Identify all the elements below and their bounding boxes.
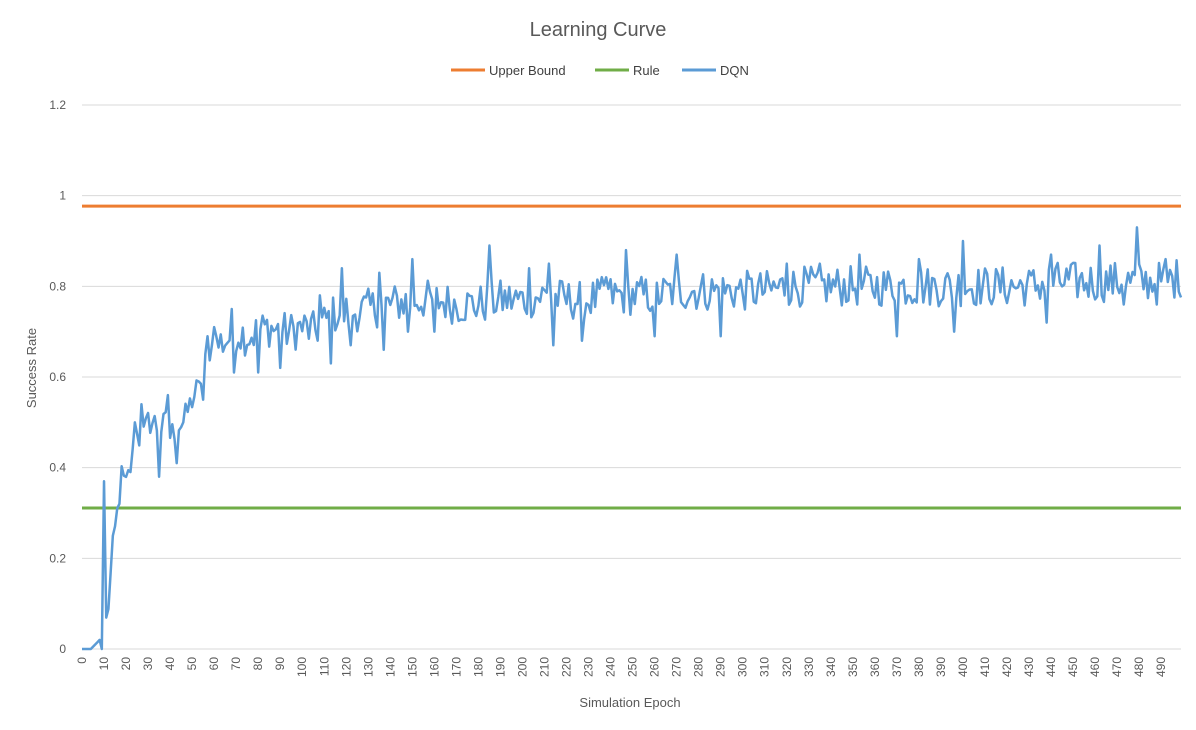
- x-tick-label: 460: [1088, 657, 1102, 677]
- x-tick-label: 390: [934, 657, 948, 677]
- x-tick-label: 400: [956, 657, 970, 677]
- x-tick-label: 370: [890, 657, 904, 677]
- x-tick-label: 450: [1066, 657, 1080, 677]
- x-tick-label: 490: [1154, 657, 1168, 677]
- x-tick-label: 180: [471, 657, 485, 677]
- x-tick-label: 310: [758, 657, 772, 677]
- x-tick-label: 290: [714, 657, 728, 677]
- x-tick-label: 340: [824, 657, 838, 677]
- x-tick-label: 110: [317, 657, 331, 676]
- x-tick-label: 0: [75, 657, 89, 664]
- y-tick-label: 0.8: [49, 279, 66, 293]
- x-tick-label: 160: [427, 657, 441, 677]
- y-axis-label: Success Rate: [24, 328, 39, 408]
- x-tick-label: 210: [538, 657, 552, 677]
- x-tick-label: 90: [273, 657, 287, 671]
- x-tick-label: 360: [868, 657, 882, 677]
- legend-label-upper-bound: Upper Bound: [489, 63, 566, 78]
- x-tick-label: 470: [1110, 657, 1124, 677]
- x-tick-label: 350: [846, 657, 860, 677]
- x-tick-label: 60: [207, 657, 221, 671]
- y-tick-label: 1: [59, 189, 66, 203]
- x-tick-label: 260: [648, 657, 662, 677]
- y-tick-label: 0.4: [49, 461, 66, 475]
- x-tick-label: 280: [692, 657, 706, 677]
- x-tick-label: 80: [251, 657, 265, 671]
- x-tick-label: 240: [604, 657, 618, 677]
- y-tick-label: 0.2: [49, 551, 66, 565]
- x-tick-label: 190: [493, 657, 507, 677]
- y-tick-label: 0.6: [49, 370, 66, 384]
- x-axis-ticks: 0 10 20 30 40 50 60 70 80 90 100 110 120 130 140 150 160…: [75, 657, 1168, 677]
- x-tick-label: 30: [141, 657, 155, 671]
- x-tick-label: 380: [912, 657, 926, 677]
- x-tick-label: 170: [449, 657, 463, 677]
- x-tick-label: 100: [295, 657, 309, 677]
- x-tick-label: 270: [670, 657, 684, 677]
- y-axis-ticks: 0 0.2 0.4 0.6 0.8 1 1.2: [49, 98, 66, 656]
- x-tick-label: 430: [1022, 657, 1036, 677]
- series-line-dqn: [82, 226, 1183, 651]
- x-tick-label: 300: [736, 657, 750, 677]
- y-tick-label: 1.2: [49, 98, 66, 112]
- legend: Upper Bound Rule DQN: [451, 63, 749, 78]
- x-tick-label: 70: [229, 657, 243, 671]
- x-tick-label: 220: [560, 657, 574, 677]
- x-tick-label: 150: [405, 657, 419, 677]
- legend-label-rule: Rule: [633, 63, 660, 78]
- x-tick-label: 10: [97, 657, 111, 671]
- plot-area: [82, 204, 1183, 651]
- x-tick-label: 410: [978, 657, 992, 677]
- x-tick-label: 200: [515, 657, 529, 677]
- x-tick-label: 50: [185, 657, 199, 671]
- x-tick-label: 440: [1044, 657, 1058, 677]
- x-axis-label: Simulation Epoch: [579, 695, 680, 710]
- gridlines: [82, 104, 1181, 650]
- x-tick-label: 330: [802, 657, 816, 677]
- chart-title: Learning Curve: [530, 19, 667, 41]
- x-tick-label: 480: [1132, 657, 1146, 677]
- x-tick-label: 250: [626, 657, 640, 677]
- x-tick-label: 20: [119, 657, 133, 671]
- x-tick-label: 420: [1000, 657, 1014, 677]
- x-tick-label: 320: [780, 657, 794, 677]
- x-tick-label: 140: [383, 657, 397, 677]
- x-tick-label: 130: [361, 657, 375, 677]
- x-tick-label: 120: [339, 657, 353, 677]
- legend-label-dqn: DQN: [720, 63, 749, 78]
- x-tick-label: 40: [163, 657, 177, 671]
- y-tick-label: 0: [59, 642, 66, 656]
- x-tick-label: 230: [582, 657, 596, 677]
